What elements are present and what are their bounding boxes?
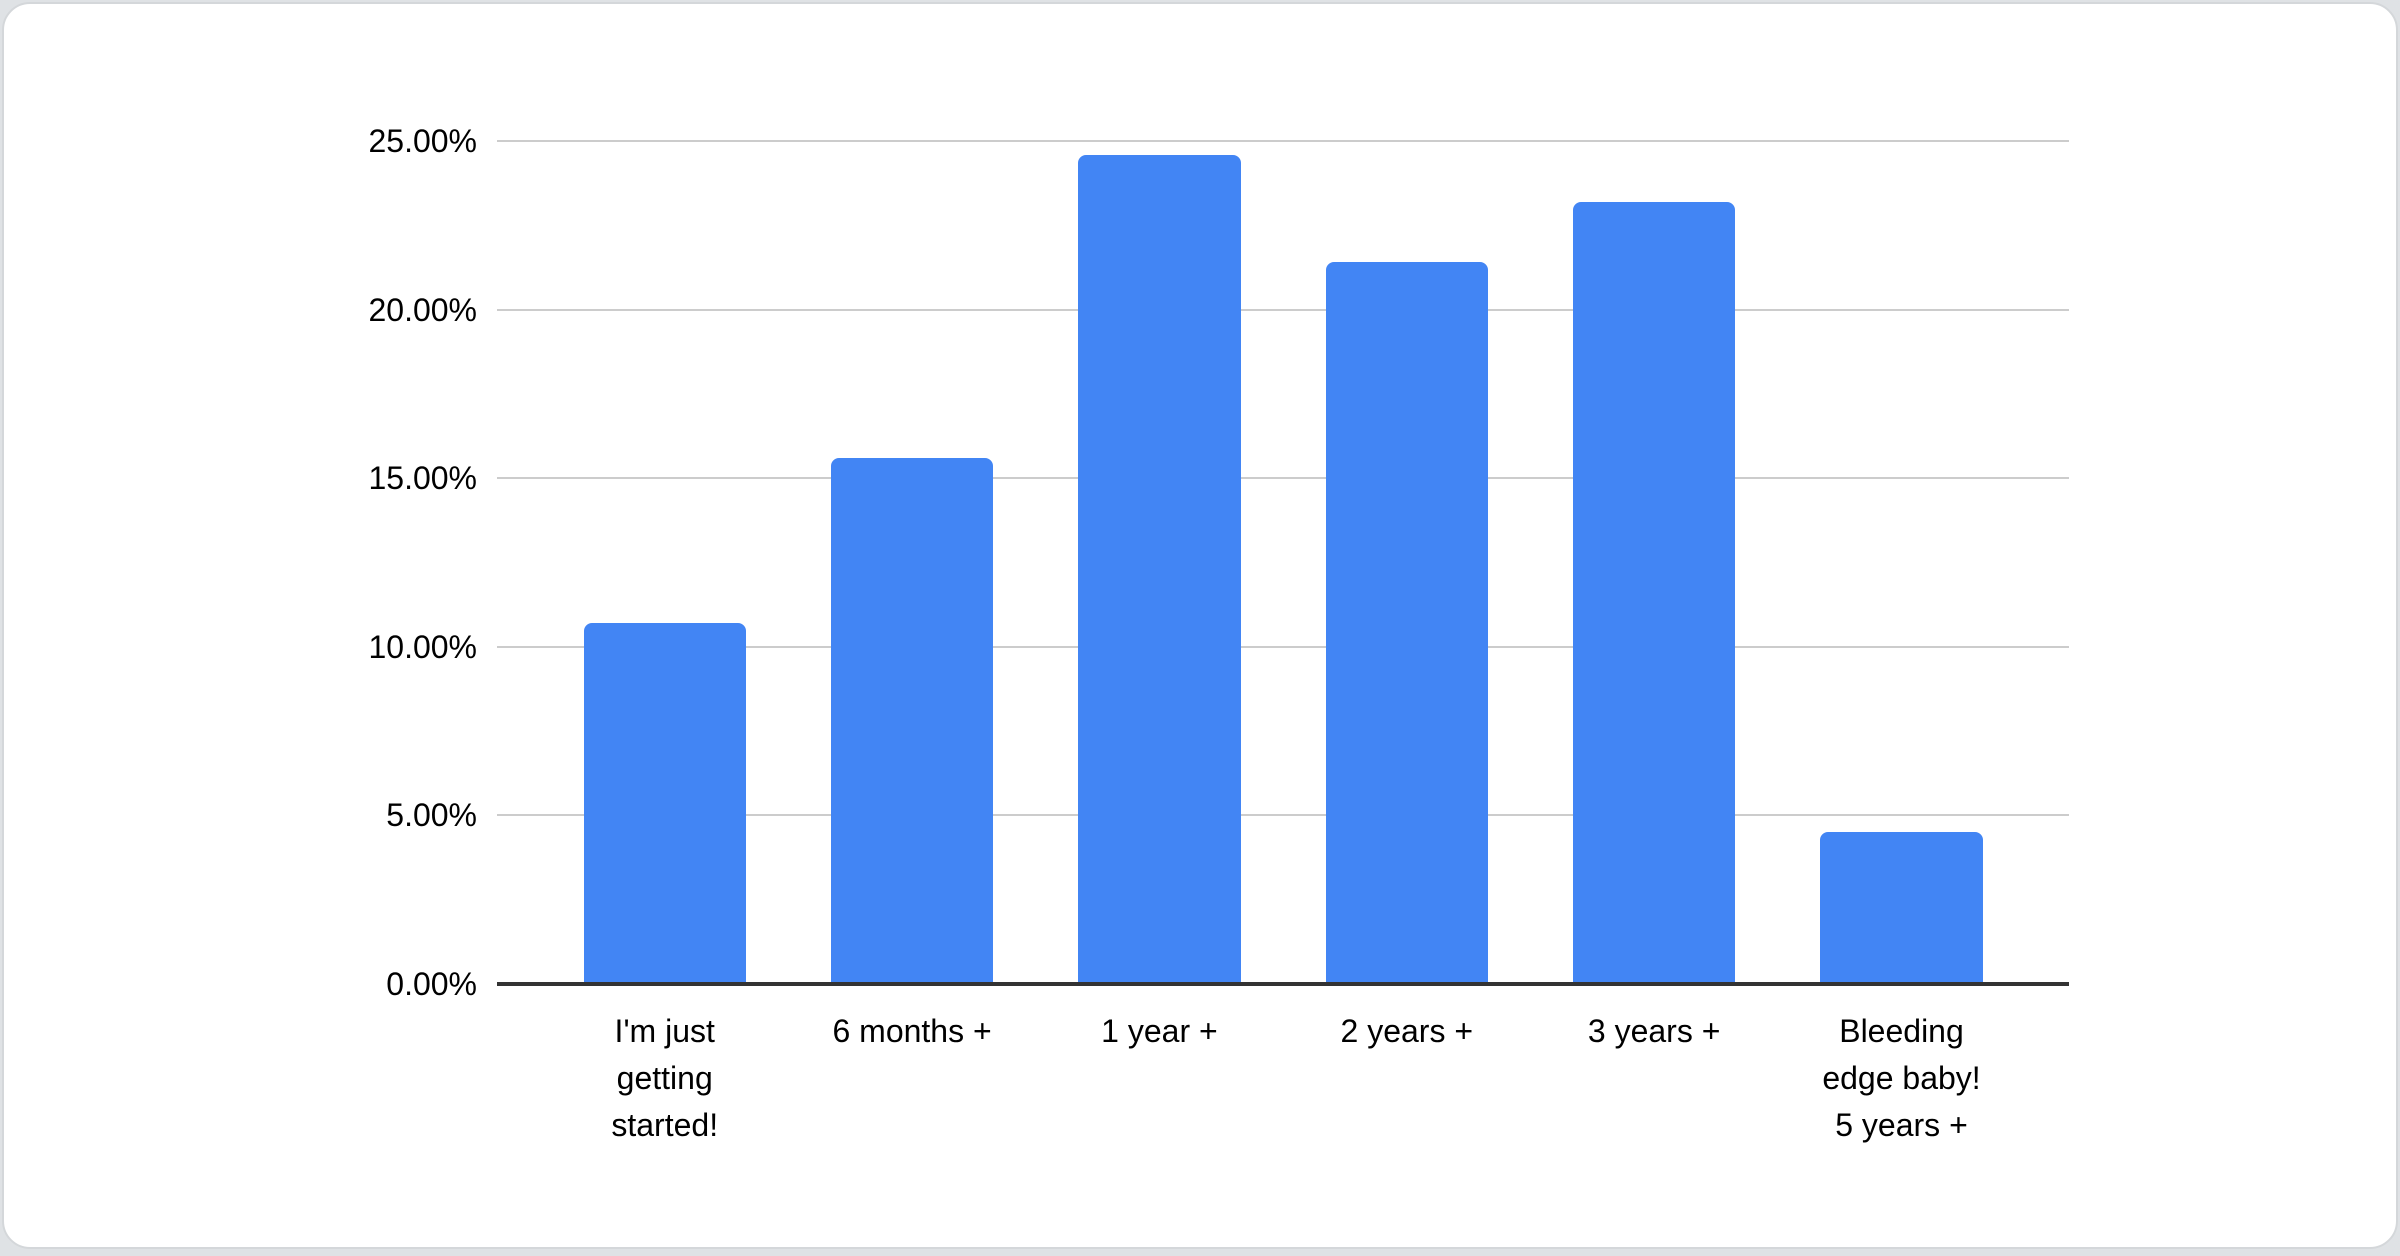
bar-series-5 [1820, 832, 1983, 984]
x-axis-line [497, 982, 2069, 986]
bar-series-4 [1573, 201, 1736, 984]
y-axis-tick-label: 20.00% [368, 291, 477, 328]
bar-series-0 [583, 623, 746, 984]
x-axis-category-label: 3 years + [1587, 1013, 1721, 1049]
gridline-20 [497, 308, 2069, 311]
x-axis-category-label: 6 months + [832, 1013, 992, 1049]
bar-series-2 [1078, 154, 1241, 984]
gridline-5 [497, 814, 2069, 817]
gridline-25 [497, 140, 2069, 142]
gridline-10 [497, 645, 2069, 648]
y-axis-tick-label: 10.00% [368, 628, 477, 665]
bar-series-3 [1325, 262, 1488, 984]
bar-chart-plot-area: 0.00% 5.00% 10.00% 15.00% 20.00% 25.00% I'm ju… [368, 123, 2069, 1143]
y-axis-tick-label: 25.00% [368, 123, 477, 159]
y-axis-tick-label: 0.00% [386, 966, 477, 1002]
y-axis-tick-label: 5.00% [386, 797, 477, 834]
x-axis-category-label: 2 years + [1340, 1013, 1474, 1049]
x-axis-category-label: Bleeding edge baby! 5 years + [1822, 1013, 1981, 1143]
gridline-15 [497, 477, 2069, 480]
x-axis-category-label: 1 year + [1101, 1013, 1218, 1049]
y-axis-tick-label: 15.00% [368, 460, 477, 497]
bar-series-1 [830, 457, 994, 984]
x-axis-category-label: I'm just getting started! [611, 1013, 719, 1143]
